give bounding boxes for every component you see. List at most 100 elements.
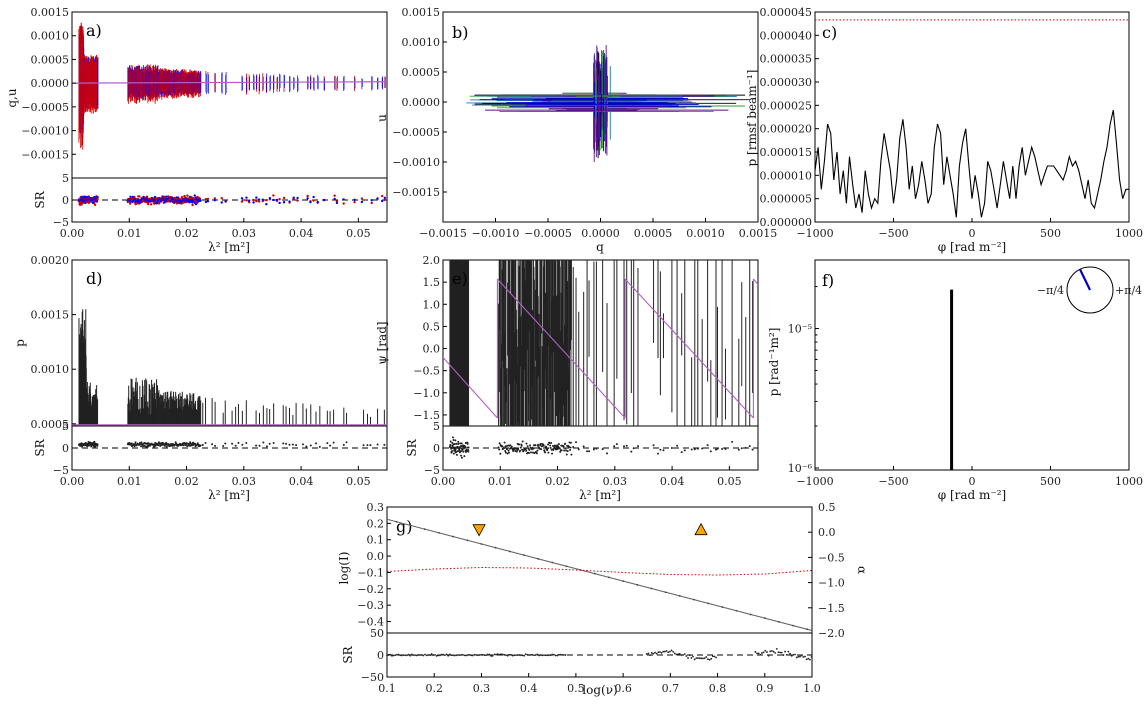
u-residual-point	[204, 200, 208, 204]
g-residual-point	[460, 653, 463, 656]
q-residual-point	[245, 199, 248, 202]
psi-residual-point	[457, 442, 460, 445]
u-residual-point	[206, 200, 210, 203]
q-residual-point	[149, 203, 153, 206]
q-residual-point	[80, 203, 83, 206]
panel-a-residual-ytick-label: 0	[62, 194, 69, 207]
psi-residual-point	[498, 448, 501, 451]
psi-residual-point	[676, 444, 679, 447]
p-residual-point	[211, 443, 214, 446]
psi-residual-point	[456, 445, 459, 448]
psi-residual-point	[547, 451, 550, 454]
panel-a-xlabel: λ² [m²]	[208, 240, 250, 254]
panel-g-ytick-right-label: −2.0	[818, 627, 845, 640]
g-residual-point	[467, 654, 469, 656]
panel-c: c) p [rmsf beam⁻¹] φ [rad m⁻²] −1000 −500…	[745, 6, 1143, 254]
psi-residual-point	[595, 447, 598, 450]
panel-g-ylabel: log(I)	[337, 552, 351, 585]
g-residual-point	[705, 656, 708, 658]
g-residual-point	[693, 658, 696, 661]
g-residual-point	[665, 650, 668, 652]
p-residual-point	[130, 442, 133, 445]
p-residual-point	[145, 445, 148, 448]
panel-d-ylabel: p	[13, 339, 27, 347]
g-residual-point	[448, 653, 451, 656]
psi-residual-point	[552, 448, 555, 451]
panel-d-xlabel: λ² [m²]	[208, 488, 250, 502]
psi-residual-point	[507, 449, 510, 452]
g-residual-point	[675, 653, 678, 656]
q-residual-point	[138, 195, 141, 198]
panel-a-ticks: 0.00 0.01 0.02 0.03 0.04 0.05 −0.0015 −0.0010 −0…	[21, 6, 370, 240]
log-i-point	[749, 613, 752, 616]
p-residual-point	[255, 444, 258, 447]
psi-residual-point	[659, 448, 662, 451]
g-residual-point	[493, 653, 496, 656]
g-residual-point	[407, 653, 410, 656]
g-residual-point	[523, 654, 526, 657]
q-residual-point	[87, 201, 90, 205]
g-residual-point	[790, 654, 793, 657]
u-residual-point	[220, 201, 223, 204]
psi-residual-point	[714, 448, 717, 451]
u-residual-point	[282, 201, 286, 204]
g-residual-point	[465, 654, 468, 657]
psi-residual-point	[539, 442, 542, 445]
psi-residual-point	[501, 445, 504, 448]
p-residual-point	[134, 441, 137, 444]
g-residual-point	[702, 657, 704, 660]
g-residual-point	[455, 654, 458, 657]
psi-residual-point	[462, 450, 465, 453]
g-residual-point	[534, 654, 537, 656]
q-residual-point	[380, 194, 384, 198]
u-residual-point	[240, 197, 244, 200]
panel-g-residual-ytick-label: 0	[377, 649, 384, 662]
psi-residual-point	[570, 453, 573, 456]
panel-g-ytick-label: −0.3	[357, 599, 384, 612]
panel-e-residual-ytick-label: 0	[433, 442, 440, 455]
u-residual-point	[316, 200, 319, 204]
p-residual-point	[93, 440, 96, 443]
g-residual-point	[668, 650, 671, 653]
g-residual-point	[488, 653, 491, 656]
g-residual-point	[445, 653, 448, 656]
g-residual-point	[703, 657, 706, 660]
psi-residual-point	[519, 449, 522, 452]
q-residual-point	[255, 199, 258, 203]
panel-b-ytick-label: 0.0010	[402, 36, 441, 49]
g-residual-point	[784, 650, 786, 653]
log-i-point	[693, 598, 695, 601]
panel-d-xtick-label: 0.04	[289, 475, 314, 488]
g-residual-point	[762, 651, 765, 654]
log-i-point	[763, 617, 766, 620]
q-residual-point	[333, 194, 336, 197]
panel-e-ytick-label: 0.0	[423, 343, 441, 356]
panel-g-xtick-label: 0.5	[567, 682, 585, 695]
psi-model-segment	[442, 357, 498, 419]
p-residual-point	[231, 442, 234, 445]
g-residual-point	[654, 651, 656, 654]
panel-c-ytick-label: 0.000040	[760, 29, 813, 42]
g-residual-point	[409, 654, 412, 657]
psi-residual-point	[504, 451, 507, 454]
psi-residual-point	[519, 446, 522, 449]
g-residual-point	[802, 656, 805, 658]
log-i-point	[452, 535, 455, 538]
psi-residual-point	[549, 444, 552, 447]
log-i-point	[678, 595, 681, 597]
panel-e-ytick-label: 1.0	[423, 298, 441, 311]
q-residual-point	[146, 202, 150, 206]
panel-g-ytick-label: −0.2	[357, 583, 384, 596]
p-residual-point	[90, 445, 93, 448]
g-residual-point	[513, 654, 516, 657]
u-residual-point	[165, 195, 168, 198]
panel-a-xtick-label: 0.04	[289, 227, 314, 240]
g-residual-point	[495, 653, 497, 656]
panel-a-residual-ylabel: SR	[33, 190, 47, 208]
psi-residual-point	[544, 451, 547, 454]
psi-residual-point	[452, 436, 455, 439]
p-residual-point	[326, 442, 329, 445]
psi-model-segment	[497, 278, 626, 419]
p-residual-point	[234, 444, 237, 447]
g-residual-point	[477, 654, 479, 657]
